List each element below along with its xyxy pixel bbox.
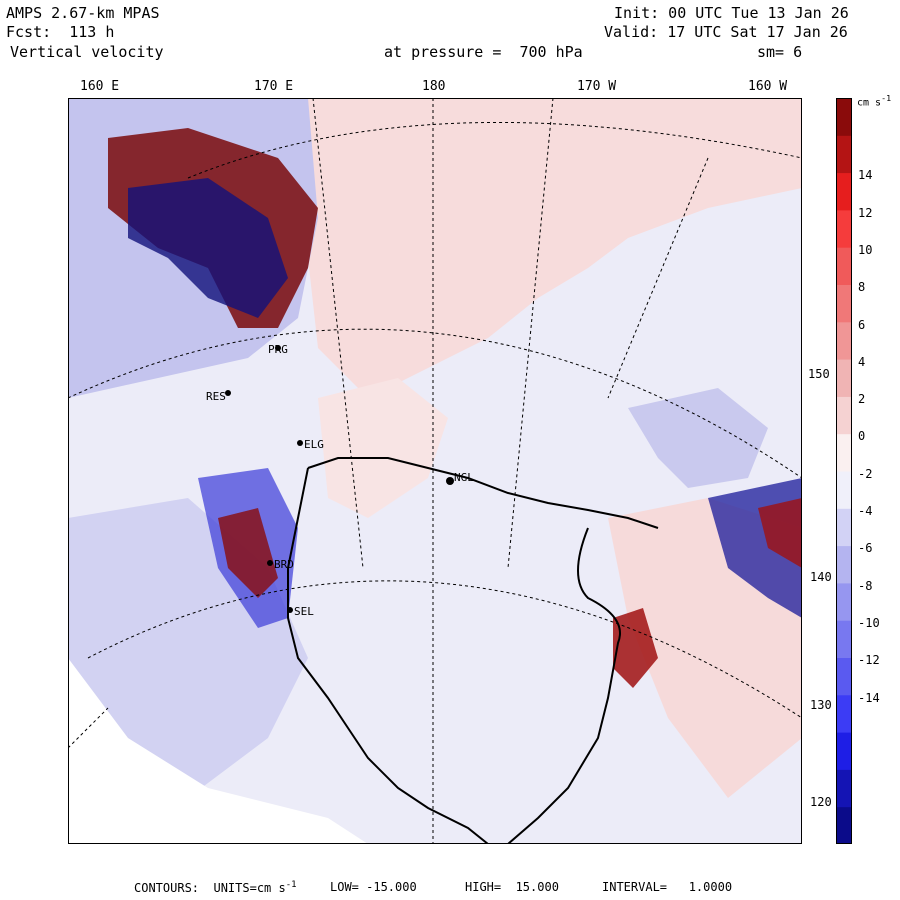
graticule	[68, 98, 802, 844]
station-dot-elg	[297, 440, 303, 446]
vertical-velocity-map: PRG RES ELG NGL SEL BRD	[68, 98, 802, 844]
station-dot-ngl	[446, 477, 454, 485]
lat-label-150w: 150 W	[808, 367, 845, 381]
colorbar-swatch	[836, 209, 852, 248]
convective-core-east	[758, 498, 802, 568]
colorbar-swatch	[836, 284, 852, 323]
colorbar-tick-label: -2	[858, 466, 873, 481]
colorbar-tick-label: 6	[858, 317, 866, 332]
colorbar-tick-label: -4	[858, 504, 873, 518]
contours-high: HIGH= 15.000	[465, 880, 559, 894]
station-label-elg: ELG	[304, 438, 324, 451]
station-dot-prg	[275, 345, 281, 351]
station-dot-brd	[267, 560, 273, 566]
colorbar-swatch	[836, 359, 852, 397]
colorbar-tick-label: 4	[858, 354, 866, 369]
positive-region-center	[318, 378, 448, 518]
colorbar-tick-label: 8	[858, 280, 866, 295]
colorbar-swatch	[836, 471, 852, 509]
station-dot-sel	[287, 607, 293, 613]
positive-region-north	[308, 98, 802, 398]
colorbar-tick-label: 12	[858, 205, 873, 220]
colorbar-swatch	[836, 769, 852, 808]
station-markers	[225, 345, 454, 613]
model-title: AMPS 2.67-km MPAS	[6, 4, 160, 22]
colorbar-tick-label: -10	[858, 615, 880, 630]
negative-region-east	[628, 388, 768, 488]
colorbar-unit: cm s-1	[857, 93, 892, 109]
colorbar-swatch	[836, 396, 852, 435]
colorbar-swatch	[836, 732, 852, 770]
contours-low: LOW= -15.000	[330, 880, 417, 894]
colorbar-swatch	[836, 806, 852, 844]
colorbar-swatch	[836, 620, 852, 658]
colorbar-tick-label: 14	[858, 168, 873, 183]
colorbar-swatch	[836, 321, 852, 360]
station-label-sel: SEL	[294, 605, 314, 618]
pressure-level: at pressure = 700 hPa	[384, 43, 583, 61]
forecast-hour: Fcst: 113 h	[6, 23, 115, 41]
colorbar-swatch	[836, 545, 852, 584]
contours-units: CONTOURS: UNITS=cm s-1	[134, 880, 297, 895]
terrain-mask	[68, 658, 368, 844]
smoothing: sm= 6	[757, 43, 803, 61]
colorbar-swatch	[836, 98, 852, 136]
colorbar-tick-label: -12	[858, 653, 880, 668]
colorbar-swatch	[836, 508, 852, 547]
colorbar-tick-label: 0	[858, 429, 866, 444]
lon-label-170e: 170 E	[254, 79, 294, 94]
colorbar-tick-label: 2	[858, 392, 866, 407]
colorbar-swatch	[836, 433, 852, 472]
init-time: Init: 00 UTC Tue 13 Jan 26	[614, 4, 849, 22]
station-label-brd: BRD	[274, 558, 294, 571]
station-label-res: RES	[206, 390, 226, 403]
coastline	[287, 457, 659, 844]
convective-core-southeast	[613, 608, 658, 688]
lon-label-160e: 160 E	[80, 79, 120, 94]
colorbar-swatch	[836, 694, 852, 733]
station-label-prg: PRG	[268, 343, 288, 356]
contours-interval: INTERVAL= 1.0000	[602, 880, 733, 894]
colorbar	[836, 98, 852, 844]
field-name: Vertical velocity	[10, 43, 164, 61]
station-label-ngl: NGL	[454, 471, 474, 484]
colorbar-swatch	[836, 135, 852, 174]
colorbar-tick-label: -6	[858, 541, 873, 556]
lon-label-170w: 170 W	[577, 79, 617, 94]
colorbar-swatch	[836, 172, 852, 211]
colorbar-tick-label: -8	[858, 578, 873, 593]
valid-time: Valid: 17 UTC Sat 17 Jan 26	[604, 23, 848, 41]
colorbar-swatch	[836, 657, 852, 696]
lon-label-160w: 160 W	[748, 79, 788, 94]
colorbar-tick-label: 10	[858, 242, 873, 257]
convective-core-coast	[218, 508, 278, 598]
strong-downdraft-band-west	[128, 178, 288, 318]
colorbar-tick-label: -14	[858, 690, 880, 705]
station-dot-res	[225, 390, 231, 396]
colorbar-swatch	[836, 582, 852, 621]
colorbar-swatch	[836, 247, 852, 285]
lon-label-180: 180	[422, 79, 446, 94]
